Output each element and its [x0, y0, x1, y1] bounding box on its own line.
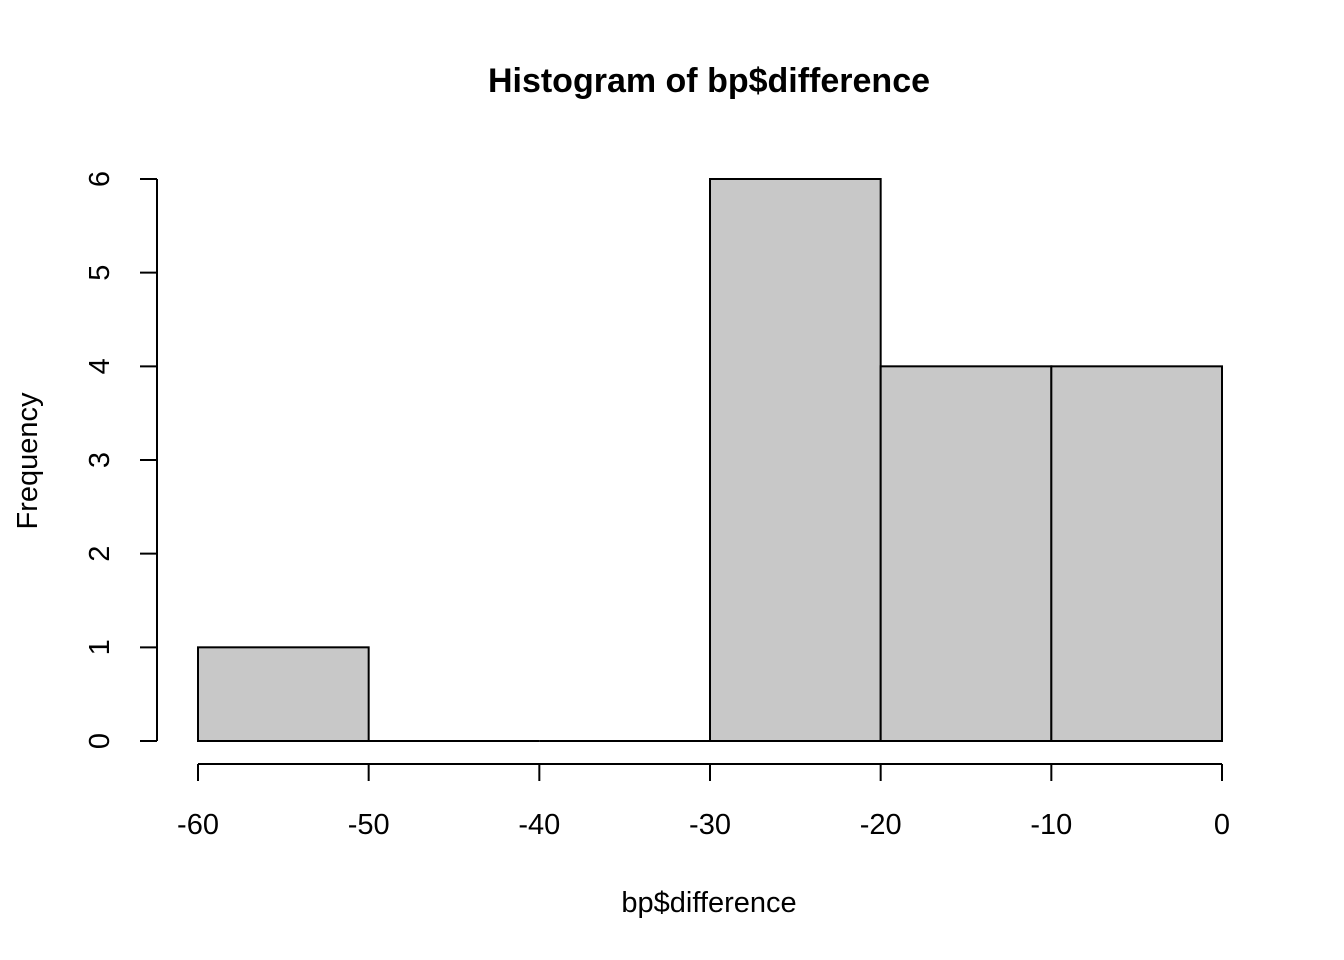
y-tick-label: 4	[84, 358, 116, 374]
bars-group	[197, 178, 1224, 742]
histogram-bar-0	[197, 646, 370, 742]
y-tick-label: 1	[84, 639, 116, 655]
histogram-bar-3	[709, 178, 882, 742]
y-tick-label: 2	[84, 546, 116, 562]
y-tick-label: 3	[84, 452, 116, 468]
y-tick-label: 0	[84, 733, 116, 749]
x-tick-label: -40	[518, 809, 560, 841]
x-tick-label: -20	[860, 809, 902, 841]
x-tick-label: -30	[689, 809, 731, 841]
y-axis: 0 1 2 3 4 5 6	[84, 171, 158, 749]
x-tick-label: -60	[177, 809, 219, 841]
x-axis: -60 -50 -40 -30 -20 -10 0	[177, 763, 1230, 841]
chart-title: Histogram of bp$difference	[488, 62, 930, 100]
x-tick-label: 0	[1214, 809, 1230, 841]
y-tick-label: 6	[84, 171, 116, 187]
x-tick-label: -50	[348, 809, 390, 841]
y-tick-label: 5	[84, 265, 116, 281]
x-axis-label: bp$difference	[621, 887, 796, 919]
x-tick-label: -10	[1030, 809, 1072, 841]
histogram-bar-5	[1050, 365, 1224, 742]
histogram-bar-4	[879, 365, 1053, 742]
y-axis-label: Frequency	[12, 392, 44, 530]
